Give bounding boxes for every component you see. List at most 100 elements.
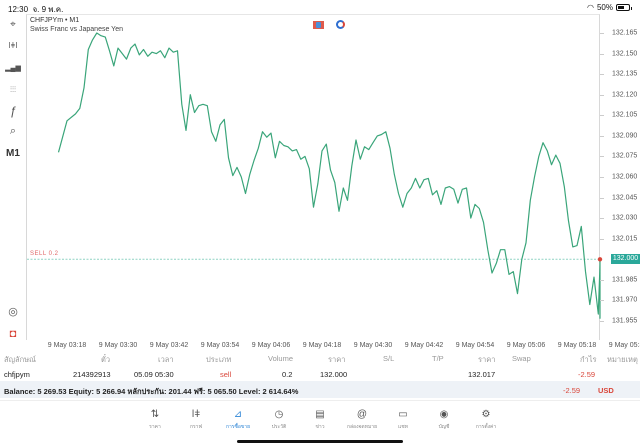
- tab-trade-chart[interactable]: ⊿ การซื้อขาย: [218, 409, 258, 431]
- function-icon[interactable]: ƒ: [9, 104, 17, 118]
- account-icon: ◉: [439, 409, 449, 420]
- trade-chart-icon: ⊿: [233, 409, 243, 420]
- tab-label: ข่าว: [315, 424, 325, 430]
- timeframe-button[interactable]: M1: [6, 147, 20, 159]
- time-tick-label: 9 May 03:30: [98, 342, 138, 349]
- price-tick-mark: [600, 218, 604, 220]
- time-axis[interactable]: 9 May 03:18 9 May 03:30 9 May 03:42 9 May 0…: [26, 340, 640, 350]
- price-line: [57, 32, 601, 319]
- time-tick-label: 9 May 05:06: [506, 342, 546, 349]
- price-tick-mark: [600, 33, 604, 34]
- chart-symbol: CHFJPYm • M1: [30, 17, 80, 24]
- price-tick-label: 132.015: [612, 235, 638, 243]
- chat-bubble-icon: ▭: [398, 409, 408, 420]
- price-tick-mark: [600, 53, 604, 55]
- indicators-icon[interactable]: ▂▄▆: [5, 65, 21, 72]
- col-type[interactable]: ประเภท: [206, 355, 232, 364]
- price-tick-mark: [600, 135, 604, 137]
- mailbox-at-icon: @: [356, 409, 368, 420]
- price-tick-mark: [600, 177, 604, 178]
- table-row[interactable]: chfjpym 214392913 05.09 05:30 sell 0.2 1…: [0, 366, 640, 382]
- price-tick-mark: [600, 94, 604, 96]
- price-line-plot: [27, 32, 603, 319]
- price-tick-mark: [600, 115, 604, 117]
- left-toolbar: ⌖ ǀǂǀ ▂▄▆ ⫶⫶⫶ ƒ ⌕ M1 ◎ ◘: [0, 14, 26, 344]
- one-click-panel: [313, 20, 345, 29]
- one-click-trading-icon[interactable]: ◘: [9, 328, 17, 340]
- cell-type: sell: [220, 370, 232, 379]
- col-ticket[interactable]: ตั๋ว: [101, 355, 111, 364]
- price-tick-label: 132.105: [612, 111, 638, 119]
- cell-symbol: chfjpym: [4, 370, 30, 379]
- col-swap[interactable]: Swap: [512, 354, 531, 363]
- time-tick-label: 9 May 04:42: [404, 342, 444, 349]
- time-tick-label: 9 May 05:18: [557, 342, 597, 349]
- tab-quotes-arrows[interactable]: ⇅ ราคา: [135, 409, 175, 431]
- settings-sliders-icon[interactable]: ⫶⫶⫶: [10, 85, 16, 94]
- time-tick-label: 9 May 04:18: [302, 342, 342, 349]
- col-tp[interactable]: T/P: [432, 354, 444, 363]
- price-tick-label: 131.970: [612, 296, 638, 304]
- price-tick-mark: [600, 156, 604, 158]
- tab-label: กล่องจดหมาย: [346, 424, 378, 430]
- tab-account[interactable]: ◉ บัญชี: [424, 409, 464, 431]
- bottom-tab-bar: ⇅ ราคา ǀǂ กราฟ ⊿ การซื้อขาย ◷ ประวัติ ▤ ข่าว @ กล่อ…: [0, 400, 640, 447]
- time-tick-label: 9 May 03:54: [200, 342, 240, 349]
- price-tick-label: 132.150: [612, 50, 638, 58]
- cell-time: 05.09 05:30: [134, 370, 174, 379]
- col-symbol[interactable]: สัญลักษณ์: [4, 355, 37, 364]
- tab-settings-gear[interactable]: ⚙ การตั้งค่า: [466, 409, 506, 431]
- total-profit: -2.59: [563, 386, 581, 395]
- price-tick-label: 131.955: [612, 317, 638, 325]
- tab-chart-candles[interactable]: ǀǂ กราฟ: [176, 409, 216, 431]
- chart-header: CHFJPYm • M1 Swiss Franc vs Japanese Yen: [30, 16, 123, 34]
- col-sl[interactable]: S/L: [383, 354, 395, 363]
- crosshair-icon[interactable]: ⌖: [10, 18, 16, 30]
- price-tick-label: 132.135: [612, 70, 638, 78]
- chart-type-icon[interactable]: ǀǂǀ: [8, 40, 18, 50]
- status-time: 12:30 จ. 9 พ.ค.: [8, 5, 64, 14]
- status-bar: 12:30 จ. 9 พ.ค. ◠ 50%: [0, 0, 640, 14]
- history-clock-icon: ◷: [274, 409, 284, 420]
- price-tick-mark: [600, 279, 604, 281]
- chart-description: Swiss Franc vs Japanese Yen: [30, 26, 123, 33]
- current-price-tag: 132.000: [611, 254, 640, 264]
- price-tick-label: 132.090: [612, 132, 638, 140]
- price-axis[interactable]: 132.165 132.150 132.135 132.120 132.105 132.0…: [600, 14, 640, 340]
- tab-label: บัญชี: [438, 424, 450, 430]
- price-tick-label: 132.165: [612, 29, 638, 37]
- home-indicator: [237, 440, 403, 443]
- tab-mailbox-at[interactable]: @ กล่องจดหมาย: [342, 409, 382, 431]
- price-tick-mark: [600, 74, 604, 76]
- tab-label: ราคา: [149, 424, 161, 430]
- tab-chat-bubble[interactable]: ▭ แชท: [383, 409, 423, 431]
- battery-icon: [616, 4, 632, 11]
- trade-table-header: สัญลักษณ์ ตั๋ว เวลา ประเภท Volume ราคา S…: [0, 350, 640, 366]
- one-click-sell-icon[interactable]: [313, 20, 324, 29]
- chart-area[interactable]: [26, 14, 600, 340]
- cell-ticket: 214392913: [73, 370, 111, 379]
- col-volume[interactable]: Volume: [268, 354, 294, 363]
- objects-icon[interactable]: ⌕: [9, 124, 17, 137]
- tab-news[interactable]: ▤ ข่าว: [300, 409, 340, 431]
- col-time[interactable]: เวลา: [158, 355, 174, 364]
- price-tick-mark: [600, 321, 604, 322]
- time-tick-label: 9 May 04:06: [251, 342, 291, 349]
- col-comment[interactable]: หมายเหตุ: [607, 355, 638, 364]
- col-open-price[interactable]: ราคา: [328, 355, 346, 364]
- wifi-icon: ◠: [587, 3, 594, 12]
- col-price[interactable]: ราคา: [478, 355, 496, 364]
- time-tick-label: 9 May 05:30: [608, 342, 640, 349]
- col-profit[interactable]: กำไร: [580, 355, 597, 364]
- last-price-dot: [597, 257, 603, 262]
- tab-label: การตั้งค่า: [475, 424, 497, 430]
- cell-volume: 0.2: [282, 370, 293, 379]
- trade-zoom-icon[interactable]: ◎: [8, 305, 18, 318]
- tab-label: แชท: [398, 424, 408, 430]
- tab-history-clock[interactable]: ◷ ประวัติ: [259, 409, 299, 431]
- time-tick-label: 9 May 04:54: [455, 342, 495, 349]
- one-click-toggle-icon[interactable]: [336, 20, 345, 29]
- account-summary: Balance: 5 269.53 Equity: 5 266.94 หลักป…: [0, 381, 640, 398]
- price-tick-label: 132.060: [612, 173, 638, 181]
- tab-label: กราฟ: [189, 424, 203, 430]
